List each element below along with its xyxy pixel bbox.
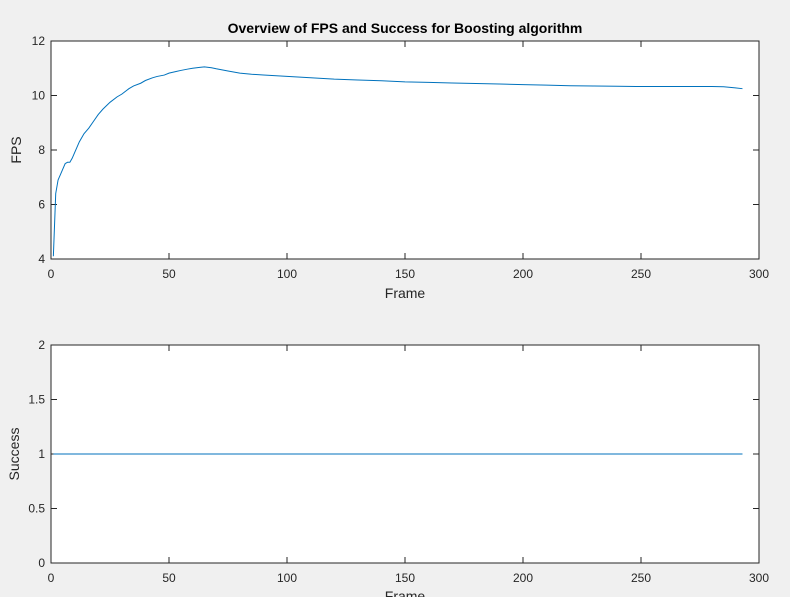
- y-tick-label: 8: [38, 143, 45, 157]
- y-tick-label: 6: [38, 198, 45, 212]
- x-tick-label: 100: [277, 267, 297, 281]
- x-tick-label: 0: [48, 571, 55, 585]
- y-tick-label: 0.5: [28, 502, 45, 516]
- fps-x-ticks: 0 50 100 150 200 250 300: [48, 41, 769, 281]
- y-tick-label: 1.5: [28, 393, 45, 407]
- x-tick-label: 100: [277, 571, 297, 585]
- success-x-ticks: 0 50 100 150 200 250 300: [48, 345, 769, 585]
- x-tick-label: 50: [162, 571, 176, 585]
- x-tick-label: 250: [631, 267, 651, 281]
- x-tick-label: 50: [162, 267, 176, 281]
- y-tick-label: 4: [38, 252, 45, 266]
- x-tick-label: 200: [513, 571, 533, 585]
- x-tick-label: 300: [749, 571, 769, 585]
- x-tick-label: 200: [513, 267, 533, 281]
- y-tick-label: 2: [38, 338, 45, 352]
- x-tick-label: 300: [749, 267, 769, 281]
- success-axes: 0 50 100 150 200 250 300 0 0.5 1 1.5 2 Frame Succe…: [6, 338, 769, 597]
- y-tick-label: 12: [32, 34, 46, 48]
- success-x-axis-label: Frame: [385, 588, 426, 597]
- fps-y-ticks: 4 6 8 10 12: [32, 34, 759, 266]
- x-tick-label: 150: [395, 571, 415, 585]
- y-tick-label: 10: [32, 89, 46, 103]
- x-tick-label: 0: [48, 267, 55, 281]
- success-y-axis-label: Success: [6, 428, 22, 481]
- fps-axes-background: [50, 40, 760, 260]
- x-tick-label: 150: [395, 267, 415, 281]
- fps-axes: Overview of FPS and Success for Boosting…: [8, 20, 769, 301]
- fps-series-line: [52, 66, 743, 257]
- fps-x-axis-label: Frame: [385, 285, 426, 301]
- x-tick-label: 250: [631, 571, 651, 585]
- success-y-ticks: 0 0.5 1 1.5 2: [28, 338, 759, 570]
- y-tick-label: 0: [38, 556, 45, 570]
- chart-title: Overview of FPS and Success for Boosting…: [228, 20, 583, 36]
- y-tick-label: 1: [38, 447, 45, 461]
- fps-y-axis-label: FPS: [8, 136, 24, 163]
